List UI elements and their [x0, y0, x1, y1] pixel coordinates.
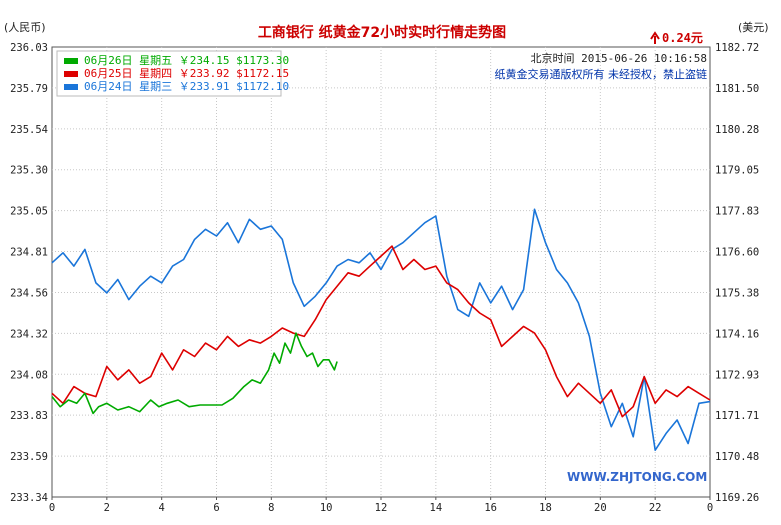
- time-label: 北京时间 2015-06-26 10:16:58: [531, 51, 707, 65]
- y-tick-left: 235.79: [10, 83, 48, 95]
- legend-entry: 06月24日 星期三 ￥233.91 $1172.10: [84, 80, 289, 93]
- chart-title: 工商银行 纸黄金72小时实时行情走势图: [258, 24, 506, 41]
- right-axis-ticks: 1182.72 1181.50 1180.28 1179.05 1177.83 1176.…: [715, 42, 759, 504]
- y-tick-right: 1177.83: [715, 206, 759, 218]
- y-tick-left: 234.81: [10, 247, 48, 259]
- y-tick-right: 1172.93: [715, 369, 759, 381]
- y-tick-right: 1171.71: [715, 410, 759, 422]
- legend-swatch: [64, 58, 78, 64]
- left-unit-label: (人民币): [4, 21, 46, 34]
- x-tick: 14: [430, 502, 443, 514]
- y-tick-right: 1180.28: [715, 124, 759, 136]
- legend-entry: 06月26日 星期五 ￥234.15 $1173.30: [84, 54, 289, 67]
- y-tick-left: 233.83: [10, 410, 48, 422]
- y-tick-left: 234.08: [10, 369, 48, 381]
- series-line-1: [51, 332, 338, 415]
- y-tick-right: 1182.72: [715, 42, 759, 54]
- legend-swatch: [64, 71, 78, 77]
- left-axis-ticks: 236.03 235.79 235.54 235.30 235.05 234.81 234.…: [10, 42, 48, 504]
- y-tick-left: 234.56: [10, 287, 48, 299]
- grid-lines: [52, 47, 710, 497]
- series-line-2: [51, 245, 711, 418]
- x-tick: 16: [484, 502, 497, 514]
- y-tick-left: 233.59: [10, 451, 48, 463]
- x-tick: 6: [213, 502, 219, 514]
- series-line-3: [51, 208, 711, 452]
- y-tick-left: 235.30: [10, 165, 48, 177]
- x-tick: 0: [707, 502, 713, 514]
- legend-swatch: [64, 84, 78, 90]
- legend-entry: 06月25日 星期四 ￥233.92 $1172.15: [84, 67, 289, 80]
- y-tick-right: 1169.26: [715, 492, 759, 504]
- y-tick-right: 1179.05: [715, 165, 759, 177]
- x-tick: 0: [49, 502, 55, 514]
- x-axis-ticks: 0 2 4 6 8 10 12 14 16 18 20 22 0: [49, 497, 713, 514]
- arrow-up-icon: [650, 31, 660, 44]
- y-tick-right: 1175.38: [715, 287, 759, 299]
- x-tick: 2: [104, 502, 110, 514]
- x-tick: 12: [375, 502, 388, 514]
- y-tick-left: 236.03: [10, 42, 48, 54]
- x-tick: 18: [539, 502, 552, 514]
- x-tick: 20: [594, 502, 607, 514]
- price-lines: [51, 208, 711, 452]
- y-tick-left: 234.32: [10, 328, 48, 340]
- change-indicator: 0.24元: [650, 31, 703, 45]
- y-tick-right: 1181.50: [715, 83, 759, 95]
- x-tick: 10: [320, 502, 333, 514]
- right-unit-label: (美元): [738, 21, 769, 34]
- y-tick-right: 1174.16: [715, 328, 759, 340]
- copyright-label: 纸黄金交易通版权所有 未经授权，禁止盗链: [495, 67, 708, 81]
- y-tick-left: 233.34: [10, 492, 48, 504]
- x-tick: 4: [159, 502, 165, 514]
- y-tick-right: 1170.48: [715, 451, 759, 463]
- y-tick-left: 235.05: [10, 206, 48, 218]
- legend-box: [56, 50, 282, 97]
- x-tick: 8: [268, 502, 274, 514]
- y-tick-left: 235.54: [10, 124, 48, 136]
- x-tick: 22: [649, 502, 662, 514]
- watermark: WWW.ZHJTONG.COM: [567, 470, 707, 484]
- change-value: 0.24元: [662, 31, 703, 45]
- y-tick-right: 1176.60: [715, 247, 759, 259]
